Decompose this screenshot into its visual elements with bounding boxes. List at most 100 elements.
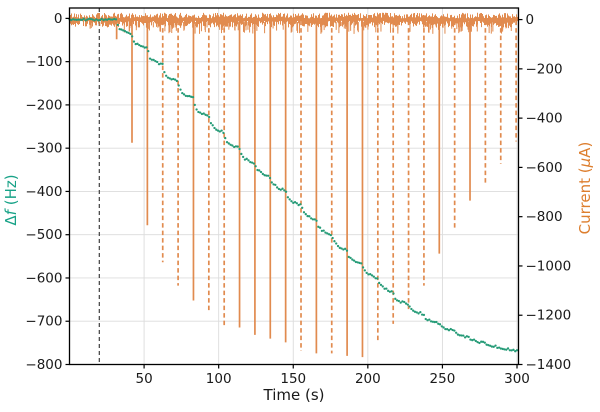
frequency-dot (392, 292, 395, 295)
frequency-dot (399, 301, 402, 304)
y-left-label-delta: Δ (2, 215, 20, 226)
frequency-dot (292, 201, 295, 205)
frequency-dot (401, 300, 404, 303)
frequency-dot (250, 161, 254, 164)
frequency-dot (152, 58, 155, 62)
frequency-dot (197, 110, 200, 114)
y-tick-label-left: −300 (25, 141, 62, 157)
frequency-dot (508, 349, 511, 352)
plot-frame (68, 7, 520, 366)
frequency-dot (385, 287, 388, 290)
frequency-dot (122, 29, 125, 32)
frequency-dot (207, 115, 211, 119)
frequency-dot (272, 183, 275, 186)
frequency-dot (163, 70, 166, 74)
frequency-dot (86, 18, 89, 21)
frequency-dot (107, 17, 111, 21)
y-tick-label-left: −400 (25, 184, 62, 200)
frequency-dot (453, 329, 456, 332)
frequency-dot (199, 111, 202, 114)
frequency-dot (340, 247, 343, 250)
frequency-dot (290, 200, 293, 203)
y-tick-label-right: −400 (526, 111, 563, 127)
frequency-dot (344, 247, 347, 250)
frequency-dot (318, 226, 322, 229)
frequency-dot (166, 76, 170, 79)
frequency-dot (347, 255, 350, 259)
frequency-dot (483, 341, 486, 344)
frequency-dot (82, 17, 85, 20)
y-tick-label-right: −1400 (526, 357, 572, 373)
frequency-dot (129, 32, 132, 36)
frequency-dot (286, 196, 290, 199)
frequency-dot (370, 274, 374, 277)
frequency-dot (313, 218, 316, 221)
y-right-label-unit: A) (576, 142, 594, 158)
frequency-dot (95, 18, 98, 21)
frequency-dot (88, 17, 91, 20)
y-tick-label-left: −600 (25, 270, 62, 286)
frequency-dot (277, 187, 281, 191)
frequency-dot (474, 339, 477, 343)
frequency-dot (490, 345, 494, 348)
frequency-dot (145, 46, 148, 49)
frequency-dot (454, 331, 458, 334)
frequency-dot (125, 31, 128, 34)
frequency-dot (274, 183, 277, 187)
frequency-dot (489, 344, 492, 347)
frequency-dot (383, 287, 386, 290)
frequency-dot (191, 96, 195, 99)
frequency-dot (113, 17, 116, 21)
frequency-dot (310, 217, 313, 220)
frequency-dot (412, 309, 415, 312)
frequency-dot (224, 136, 227, 140)
frequency-dot (435, 320, 438, 324)
frequency-dot (365, 271, 368, 275)
frequency-dot (481, 340, 485, 343)
frequency-dot (295, 202, 298, 205)
x-tick-label: 250 (430, 371, 456, 387)
frequency-dot (213, 126, 216, 130)
frequency-dot (304, 213, 307, 216)
frequency-dot (397, 299, 401, 303)
frequency-dot (512, 348, 515, 351)
x-tick-label: 50 (135, 371, 152, 387)
frequency-dot (329, 234, 332, 237)
frequency-dot (467, 335, 470, 339)
frequency-dot (480, 340, 483, 343)
frequency-dot (181, 91, 184, 95)
x-tick-label: 150 (280, 371, 306, 387)
frequency-dot (451, 328, 454, 332)
frequency-dot (131, 35, 134, 38)
frequency-dot (209, 122, 213, 125)
frequency-dot (236, 145, 239, 148)
frequency-dot (476, 340, 479, 344)
frequency-dot (134, 42, 137, 46)
frequency-dot (358, 261, 361, 265)
current-pulse-spikes (115, 20, 517, 358)
frequency-dot (240, 152, 243, 156)
frequency-dot (501, 347, 504, 351)
frequency-dot (80, 18, 84, 22)
frequency-dot (342, 248, 345, 251)
frequency-dot (426, 319, 429, 322)
frequency-dot (308, 215, 311, 218)
frequency-dot (275, 186, 279, 189)
frequency-dot (186, 94, 189, 98)
frequency-dot (497, 346, 501, 349)
frequency-dot (469, 338, 472, 341)
frequency-dot (258, 169, 261, 172)
frequency-dot (190, 95, 193, 98)
frequency-dot (265, 174, 268, 177)
frequency-dot (111, 18, 114, 21)
frequency-dot (471, 339, 474, 342)
frequency-dot (415, 311, 418, 314)
x-tick-label: 300 (504, 371, 530, 387)
frequency-dot (165, 74, 168, 77)
frequency-dot (156, 60, 159, 64)
frequency-dot (361, 266, 365, 269)
x-tick-label: 100 (206, 371, 232, 387)
frequency-dot (424, 317, 427, 321)
frequency-dot (75, 18, 78, 22)
frequency-dot (293, 201, 297, 204)
